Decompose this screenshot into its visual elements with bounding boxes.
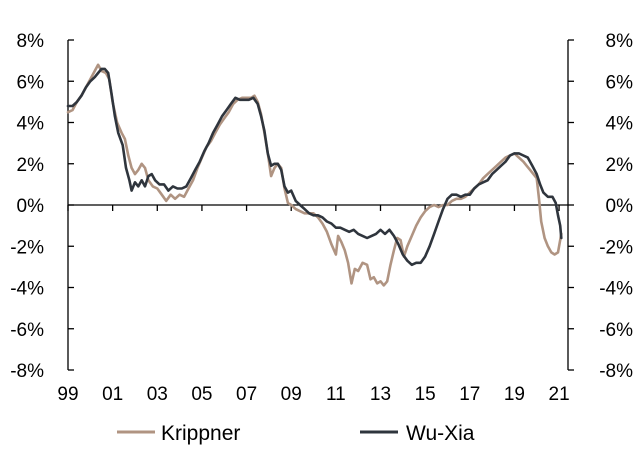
right-y-tick-label: 8% bbox=[606, 31, 634, 52]
left-y-tick-label: -4% bbox=[10, 279, 44, 300]
series-lines bbox=[66, 63, 563, 287]
right-y-tick-label: 6% bbox=[606, 72, 634, 93]
right-y-tick-label: 0% bbox=[606, 196, 634, 217]
legend-label-krippner: Krippner bbox=[161, 422, 240, 445]
x-tick-label: 15 bbox=[415, 384, 436, 405]
legend: Krippner Wu-Xia bbox=[117, 422, 475, 445]
x-tick-label: 21 bbox=[549, 384, 570, 405]
left-y-tick-label: 0% bbox=[17, 196, 45, 217]
x-tick-label: 17 bbox=[459, 384, 480, 405]
legend-label-wu-xia: Wu-Xia bbox=[406, 422, 475, 445]
left-y-tick-label: 6% bbox=[17, 72, 45, 93]
right-y-tick-label: 4% bbox=[606, 114, 634, 135]
x-tick-label: 03 bbox=[147, 384, 168, 405]
x-tick-label: 99 bbox=[57, 384, 78, 405]
left-y-tick-label: -6% bbox=[10, 320, 44, 341]
left-y-tick-label: 2% bbox=[17, 155, 45, 176]
right-y-tick-label: -6% bbox=[599, 320, 633, 341]
left-y-tick-label: -2% bbox=[10, 237, 44, 258]
x-tick-label: 01 bbox=[102, 384, 123, 405]
left-y-tick-label: -8% bbox=[10, 361, 44, 382]
left-y-tick-label: 8% bbox=[17, 31, 45, 52]
right-y-tick-label: 2% bbox=[606, 155, 634, 176]
x-tick-label: 09 bbox=[281, 384, 302, 405]
x-tick-label: 11 bbox=[326, 384, 346, 405]
series-line-wu-xia bbox=[66, 67, 563, 267]
x-tick-label: 05 bbox=[191, 384, 212, 405]
x-tick-label: 13 bbox=[370, 384, 391, 405]
left-y-tick-label: 4% bbox=[17, 114, 45, 135]
series-line-krippner bbox=[66, 63, 563, 287]
right-y-tick-label: -4% bbox=[599, 279, 633, 300]
x-tick-label: 07 bbox=[236, 384, 257, 405]
right-y-tick-label: -8% bbox=[599, 361, 633, 382]
axes: 8% 8% 6% 6% 4% 4% 2% 2% 0% 0% -2% -2% -4% -4% -6% -6% -8… bbox=[10, 31, 633, 405]
right-y-tick-label: -2% bbox=[599, 237, 633, 258]
x-tick-label: 19 bbox=[504, 384, 525, 405]
